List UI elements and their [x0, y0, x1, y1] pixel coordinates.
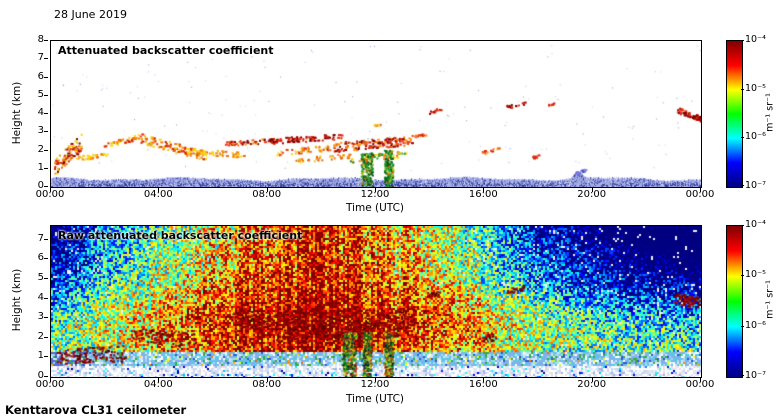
y-tick-mark: [44, 131, 48, 133]
x-tick-mark: [591, 378, 593, 382]
y-tick-mark: [44, 238, 48, 240]
x-tick-mark: [158, 378, 160, 382]
colorbar-tick-mark: [741, 225, 744, 226]
x-tick-mark: [700, 188, 701, 192]
colorbar-tick-label: 10⁻⁶: [745, 131, 766, 143]
y-tick-label: 2: [37, 330, 44, 342]
colorbar-tick-mark: [741, 88, 744, 90]
y-tick-mark: [44, 167, 48, 169]
x-tick-label: 08:00: [252, 189, 282, 200]
y-tick-mark: [44, 258, 48, 260]
x-tick-mark: [375, 188, 376, 192]
y-tick-label: 1: [37, 350, 44, 362]
colorbar-tick-label: 10⁻⁶: [745, 319, 766, 331]
y-tick-label: 3: [37, 311, 44, 323]
x-tick-label: 12:00: [360, 189, 390, 200]
y-tick-mark: [44, 376, 48, 377]
y-tick-label: 7: [37, 52, 44, 64]
x-tick-label: 00:00: [685, 379, 715, 390]
y-tick-label: 5: [37, 88, 44, 100]
colorbar-tick-label: 10⁻⁷: [745, 180, 766, 191]
y-tick-mark: [44, 186, 48, 187]
plot-title-bottom: Raw attenuated backscatter coefficient: [58, 229, 303, 242]
x-axis-label-bottom: Time (UTC): [345, 393, 405, 405]
plot-title-top: Attenuated backscatter coefficient: [58, 44, 274, 57]
y-tick-label: 5: [37, 271, 44, 283]
heatmap-canvas-bottom: [51, 226, 701, 377]
colorbar-tick-mark: [741, 375, 744, 376]
x-tick-mark: [483, 378, 485, 382]
colorbar-tick-mark: [741, 185, 744, 186]
x-tick-mark: [700, 378, 701, 382]
heatmap-canvas-top: [51, 41, 701, 187]
y-tick-mark: [44, 317, 48, 319]
y-tick-mark: [44, 76, 48, 78]
x-tick-mark: [591, 188, 593, 192]
plot-area-top: Attenuated backscatter coefficient: [50, 40, 702, 188]
colorbar-tick-label: 10⁻⁴: [745, 219, 766, 230]
y-tick-mark: [44, 277, 48, 279]
x-tick-label: 20:00: [577, 379, 607, 390]
y-tick-mark: [44, 40, 48, 41]
instrument-label: Kenttarova CL31 ceilometer: [5, 403, 187, 417]
y-tick-label: 4: [37, 291, 44, 303]
x-tick-label: 00:00: [35, 379, 65, 390]
y-tick-mark: [44, 297, 48, 299]
x-tick-mark: [483, 188, 485, 192]
y-tick-label: 1: [37, 161, 44, 173]
x-tick-label: 04:00: [143, 379, 173, 390]
plot-area-bottom: Raw attenuated backscatter coefficient: [50, 225, 702, 378]
y-tick-mark: [44, 94, 48, 96]
y-tick-label: 6: [37, 70, 44, 82]
colorbar-unit-top: m⁻¹ sr⁻¹: [764, 93, 776, 132]
x-tick-label: 04:00: [143, 189, 173, 200]
y-tick-label: 3: [37, 125, 44, 137]
y-tick-label: 8: [37, 34, 44, 45]
x-tick-label: 16:00: [468, 189, 498, 200]
colorbar-tick-mark: [741, 275, 744, 277]
colorbar-tick-mark: [741, 325, 744, 327]
y-tick-mark: [44, 58, 48, 60]
x-tick-label: 00:00: [685, 189, 715, 200]
x-tick-label: 08:00: [252, 379, 282, 390]
x-tick-mark: [50, 378, 51, 382]
colorbar-top: [726, 40, 743, 188]
x-tick-mark: [266, 378, 268, 382]
y-tick-label: 2: [37, 143, 44, 155]
y-tick-mark: [44, 336, 48, 338]
y-tick-label: 0: [37, 370, 44, 381]
y-tick-label: 0: [37, 180, 44, 191]
y-tick-label: 4: [37, 107, 44, 118]
y-tick-mark: [44, 356, 48, 358]
colorbar-tick-label: 10⁻⁵: [745, 269, 766, 281]
y-tick-mark: [44, 113, 48, 114]
colorbar-bottom: [726, 225, 743, 378]
y-tick-label: 6: [37, 252, 44, 264]
x-tick-label: 12:00: [360, 379, 390, 390]
x-tick-label: 20:00: [577, 189, 607, 200]
x-tick-mark: [158, 188, 160, 192]
colorbar-tick-label: 10⁻⁴: [745, 34, 766, 45]
x-axis-label-top: Time (UTC): [345, 202, 405, 214]
x-tick-label: 00:00: [35, 189, 65, 200]
colorbar-tick-label: 10⁻⁷: [745, 370, 766, 381]
colorbar-tick-label: 10⁻⁵: [745, 82, 766, 94]
y-tick-mark: [44, 149, 48, 151]
colorbar-unit-bottom: m⁻¹ sr⁻¹: [764, 280, 776, 319]
colorbar-tick-mark: [741, 40, 744, 41]
x-tick-label: 16:00: [468, 379, 498, 390]
x-tick-mark: [266, 188, 268, 192]
x-tick-mark: [375, 378, 376, 382]
y-tick-label: 7: [37, 232, 44, 244]
x-tick-mark: [50, 188, 51, 192]
date-label: 28 June 2019: [54, 8, 127, 21]
colorbar-tick-mark: [741, 137, 744, 139]
